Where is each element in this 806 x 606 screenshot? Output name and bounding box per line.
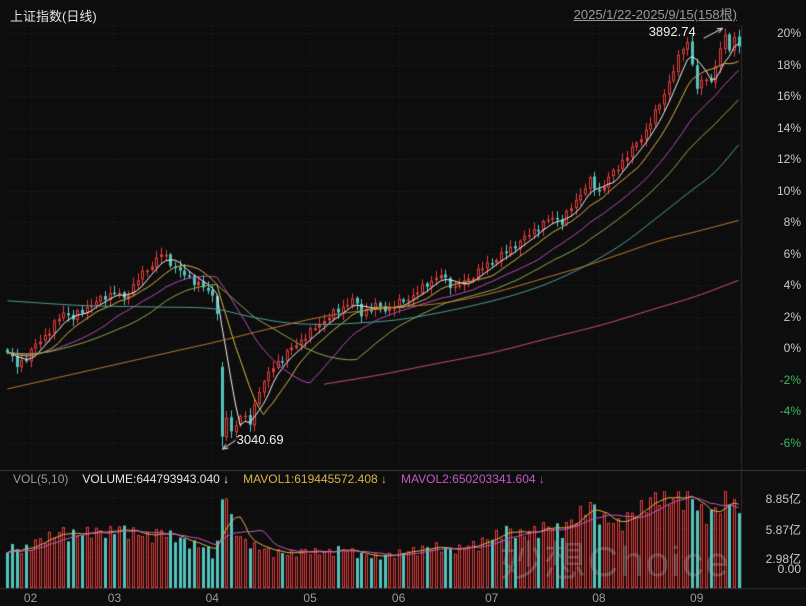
date-range-link[interactable]: 2025/1/22-2025/9/15(158根) (573, 7, 737, 22)
percent-axis-label: 6% (783, 246, 801, 261)
month-axis-label: 04 (205, 591, 219, 605)
percent-axis-label: 14% (776, 120, 801, 135)
chart-title: 上证指数(日线) (10, 9, 97, 24)
mavol1-value: MAVOL1:619445572.408 ↓ (243, 472, 388, 486)
percent-axis-label: 16% (776, 89, 801, 103)
month-axis-label: 02 (23, 591, 38, 605)
volume-axis-label: 8.85亿 (765, 491, 801, 506)
low-price-annotation: 3040.69 (236, 432, 284, 448)
volume-axis-label: 0.00 (777, 562, 801, 576)
month-axis-label: 07 (485, 591, 499, 605)
percent-axis-label: -2% (779, 372, 801, 387)
volume-axis-label: 2.98亿 (765, 552, 801, 567)
percent-axis-label: 20% (776, 26, 801, 40)
volume-indicator-header: VOL(5,10) VOLUME:644793943.040 ↓ MAVOL1:61… (13, 472, 559, 486)
high-price-annotation: 3892.74 (648, 24, 696, 40)
percent-axis-label: 18% (776, 57, 801, 72)
month-axis-label: 05 (303, 591, 317, 605)
month-axis-label: 06 (391, 591, 406, 605)
percent-axis-label: 4% (783, 278, 801, 292)
vol-indicator-label[interactable]: VOL(5,10) (13, 472, 69, 486)
month-axis-label: 09 (690, 591, 704, 605)
percent-axis-label: 8% (783, 215, 801, 229)
volume-value: VOLUME:644793943.040 ↓ (82, 472, 230, 486)
percent-axis-label: -4% (779, 404, 801, 418)
mavol2-value: MAVOL2:650203341.604 ↓ (401, 472, 545, 486)
percent-axis-label: -6% (779, 435, 801, 450)
month-axis-label: 03 (107, 591, 122, 605)
volume-axis-label: 5.87亿 (765, 522, 801, 537)
percent-axis-label: 12% (776, 152, 801, 166)
percent-axis-label: 10% (776, 183, 801, 198)
percent-axis-label: 0% (783, 341, 801, 355)
percent-axis-label: 2% (783, 309, 801, 324)
month-axis-label: 08 (592, 591, 606, 605)
